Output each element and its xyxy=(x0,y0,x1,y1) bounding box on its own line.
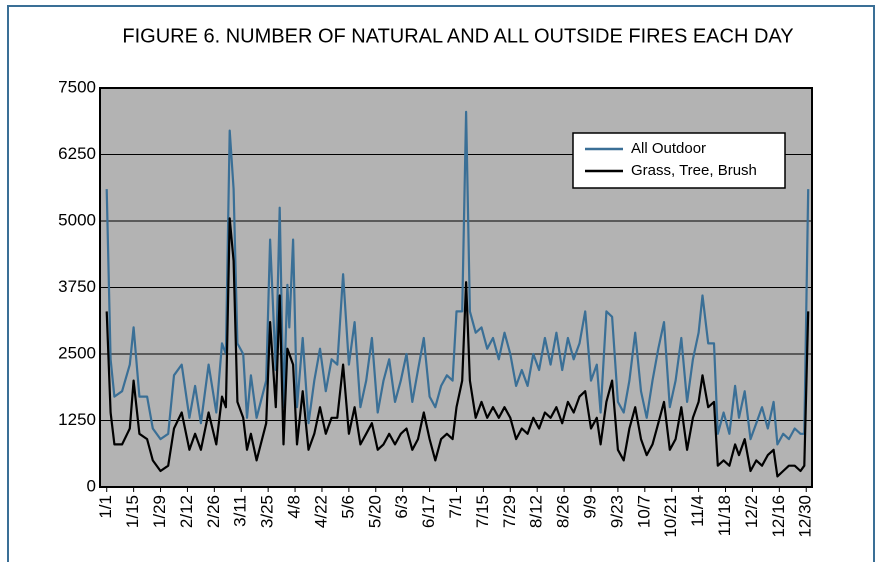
x-tick-label: 7/29 xyxy=(500,495,519,528)
x-tick-label: 4/8 xyxy=(285,495,304,519)
x-tick-label: 8/26 xyxy=(554,495,573,528)
x-tick-label: 5/6 xyxy=(338,495,357,519)
y-tick-label: 0 xyxy=(87,476,96,495)
x-tick-label: 10/21 xyxy=(661,495,680,538)
legend xyxy=(572,132,786,189)
x-tick-label: 3/25 xyxy=(258,495,277,528)
plot-border xyxy=(99,87,813,488)
legend-label: All Outdoor xyxy=(631,140,706,157)
x-tick-label: 7/15 xyxy=(473,495,492,528)
x-tick-label: 9/9 xyxy=(580,495,599,519)
x-tick-label: 9/23 xyxy=(607,495,626,528)
y-tick-label: 1250 xyxy=(58,410,96,429)
x-tick-label: 7/1 xyxy=(446,495,465,519)
x-tick-label: 8/12 xyxy=(527,495,546,528)
y-tick-label: 2500 xyxy=(58,343,96,362)
x-tick-label: 2/12 xyxy=(177,495,196,528)
x-tick-label: 2/26 xyxy=(204,495,223,528)
x-tick-label: 1/15 xyxy=(123,495,142,528)
x-tick-label: 6/17 xyxy=(419,495,438,528)
series-line xyxy=(105,217,810,478)
x-tick-label: 10/7 xyxy=(634,495,653,528)
series-line xyxy=(105,110,810,446)
x-tick-label: 12/16 xyxy=(769,495,788,538)
y-tick-label: 6250 xyxy=(58,144,96,163)
x-tick-label: 1/1 xyxy=(96,495,115,519)
frame xyxy=(7,5,875,562)
y-tick-label: 5000 xyxy=(58,210,96,229)
legend-label: Grass, Tree, Brush xyxy=(631,162,757,179)
chart-title: FIGURE 6. NUMBER OF NATURAL AND ALL OUTS… xyxy=(122,25,793,47)
x-tick-label: 4/22 xyxy=(311,495,330,528)
y-tick-label: 7500 xyxy=(58,77,96,96)
x-tick-label: 6/3 xyxy=(392,495,411,519)
x-tick-label: 1/29 xyxy=(150,495,169,528)
x-tick-label: 3/11 xyxy=(231,495,250,527)
x-tick-label: 12/2 xyxy=(742,495,761,528)
x-tick-label: 5/20 xyxy=(365,495,384,528)
y-tick-label: 3750 xyxy=(58,277,96,296)
x-tick-label: 11/4 xyxy=(688,495,707,527)
x-tick-label: 11/18 xyxy=(715,495,734,536)
x-tick-label: 12/30 xyxy=(796,495,815,538)
